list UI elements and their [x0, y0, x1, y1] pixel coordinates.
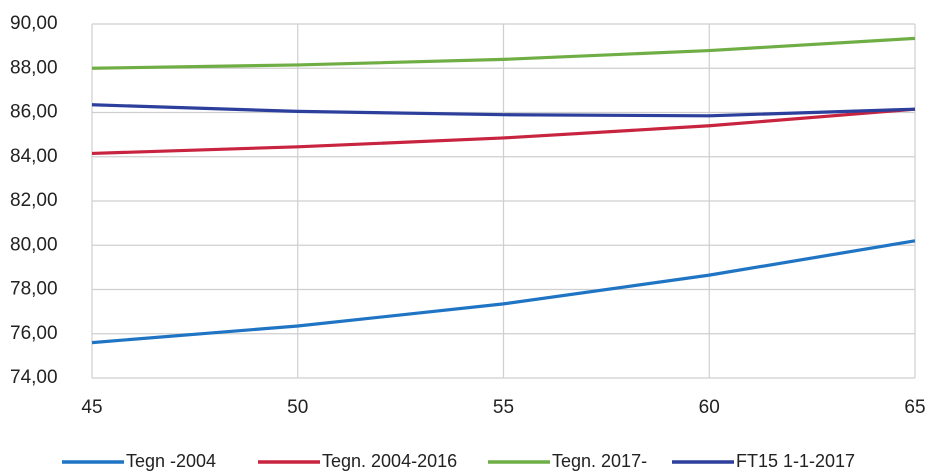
x-tick-label: 65 [904, 397, 925, 418]
series-line [91, 107, 916, 156]
legend: Tegn -2004 Tegn. 2004-2016 Tegn. 2017- FT15… [62, 451, 855, 471]
x-tick-label: 55 [493, 397, 514, 418]
series-line [91, 103, 916, 118]
y-tick-label: 78,00 [10, 279, 58, 300]
series-line [91, 239, 916, 345]
x-tick-label: 50 [287, 397, 308, 418]
legend-label: Tegn. 2017- [552, 451, 647, 471]
y-tick-label: 88,00 [10, 57, 58, 78]
legend-label: FT15 1-1-2017 [736, 451, 855, 471]
y-tick-label: 76,00 [10, 323, 58, 344]
y-tick-label: 90,00 [10, 13, 58, 34]
x-tick-label: 60 [699, 397, 720, 418]
series-line [91, 36, 916, 70]
y-tick-label: 74,00 [10, 367, 58, 388]
y-tick-label: 86,00 [10, 102, 58, 123]
y-tick-label: 84,00 [10, 146, 58, 167]
legend-label: Tegn -2004 [126, 451, 216, 471]
y-tick-label: 80,00 [10, 234, 58, 255]
y-tick-label: 82,00 [10, 190, 58, 211]
x-tick-label: 45 [81, 397, 102, 418]
legend-label: Tegn. 2004-2016 [322, 451, 457, 471]
